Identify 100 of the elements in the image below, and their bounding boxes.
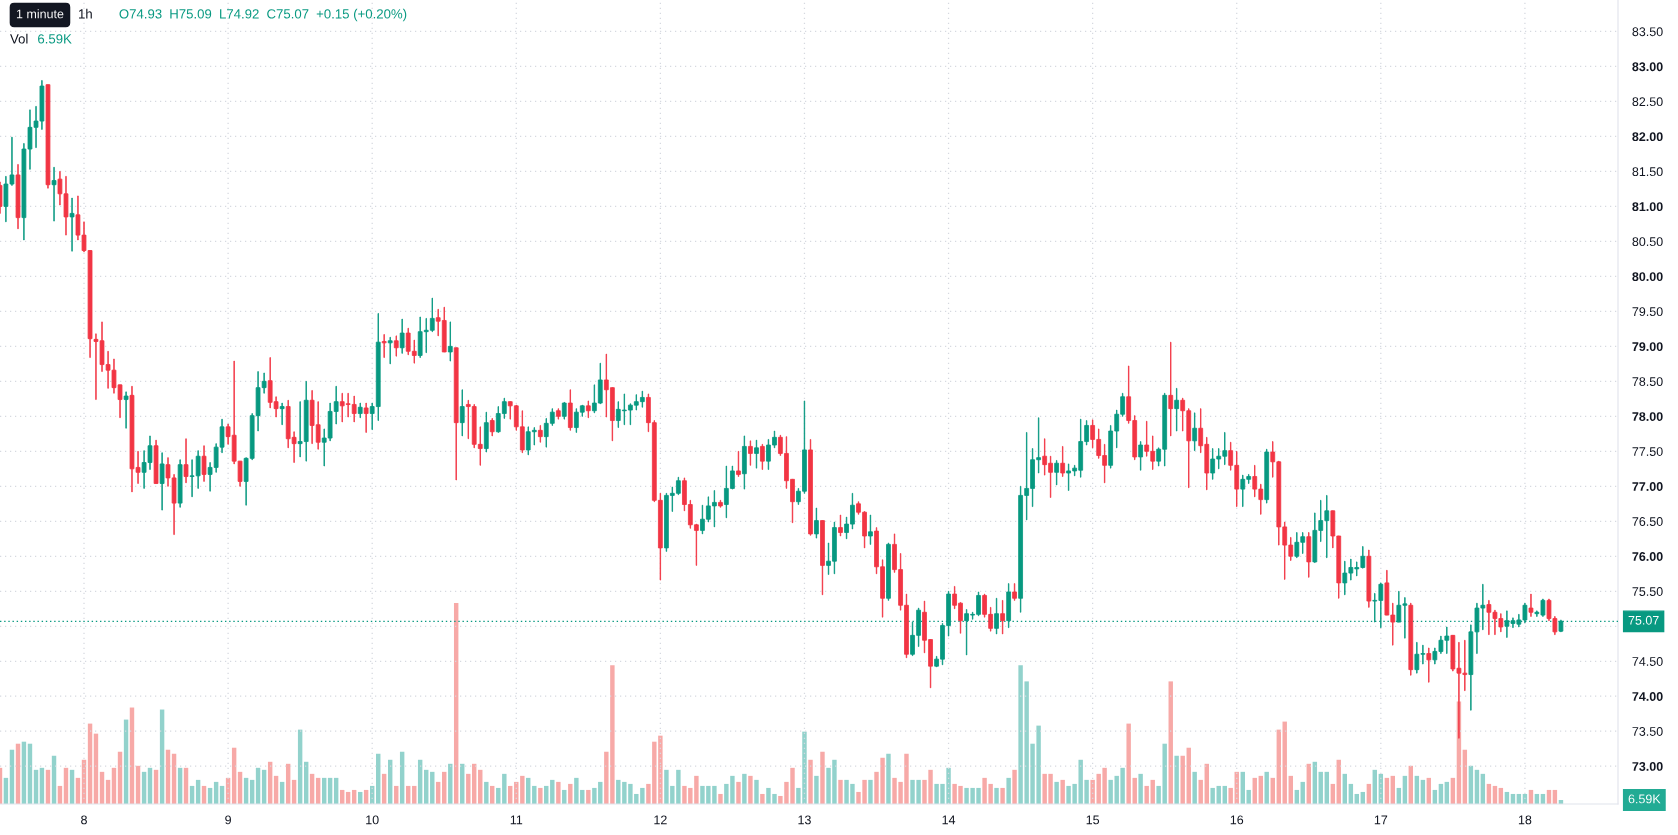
bar xyxy=(448,763,453,804)
x-tick-label: 8 xyxy=(81,815,87,825)
bar xyxy=(838,779,843,804)
candlestick xyxy=(1426,647,1432,683)
candlestick xyxy=(381,334,387,358)
candlestick xyxy=(1168,341,1174,437)
candlestick xyxy=(279,402,285,426)
y-tick-label: 79.50 xyxy=(1632,307,1663,317)
y-tick-label: 76.50 xyxy=(1632,517,1663,526)
bar xyxy=(568,783,573,804)
bar xyxy=(1192,771,1197,804)
y-tick-label: 73.00 xyxy=(1632,762,1663,771)
candlestick xyxy=(153,439,159,484)
chart-title: Vol xyxy=(10,33,28,44)
candlestick xyxy=(537,425,543,443)
bar xyxy=(538,787,543,804)
bar xyxy=(808,759,813,804)
bar xyxy=(1012,769,1017,804)
bar xyxy=(760,793,765,804)
candlestick xyxy=(1306,532,1312,578)
x-tick-label: 12 xyxy=(654,815,667,825)
bar xyxy=(868,779,873,804)
annotation: C75.07 xyxy=(267,9,309,19)
bar xyxy=(1180,755,1185,804)
candlestick xyxy=(399,318,405,354)
text: 1h xyxy=(79,8,92,19)
candlestick xyxy=(363,402,369,433)
bar xyxy=(484,781,489,804)
candlestick xyxy=(201,445,207,482)
bar xyxy=(1210,787,1215,804)
y-tick-label: 73.50 xyxy=(1632,727,1663,736)
candlestick xyxy=(1006,583,1012,629)
y-tick-label: 81.50 xyxy=(1632,167,1663,177)
bar xyxy=(1000,787,1005,804)
y-tick-label: 81.00 xyxy=(1632,202,1663,212)
bar xyxy=(754,779,759,804)
bar xyxy=(550,779,555,804)
y-tick-label: 75.50 xyxy=(1632,587,1663,596)
candlestick xyxy=(489,418,495,437)
bar xyxy=(556,781,561,804)
candlestick xyxy=(1192,412,1198,452)
bar xyxy=(820,751,825,804)
candlestick xyxy=(393,335,399,357)
candlestick xyxy=(561,401,567,420)
candlestick xyxy=(123,391,129,429)
bar xyxy=(1144,785,1149,804)
bar xyxy=(814,775,819,804)
bar xyxy=(1198,779,1203,804)
candlestick xyxy=(69,197,75,252)
y-tick-label: 79.00 xyxy=(1632,342,1663,352)
y-tick-label: 78.00 xyxy=(1632,412,1663,421)
candlestick xyxy=(51,166,57,222)
bar xyxy=(1174,755,1179,804)
ref-line-label: 75.07 xyxy=(1628,615,1659,625)
y-tick-label: 83.50 xyxy=(1632,27,1663,37)
bar xyxy=(1006,777,1011,804)
annotation: O74.93 xyxy=(119,9,162,19)
y-tick-label: 82.50 xyxy=(1632,97,1663,107)
candlestick xyxy=(483,411,489,453)
bar xyxy=(532,785,537,804)
annotation: 6.59K xyxy=(38,34,72,44)
candlestick xyxy=(567,389,573,431)
x-tick-label: 18 xyxy=(1518,815,1532,825)
candlestick xyxy=(183,438,189,484)
candlestick xyxy=(1138,441,1143,471)
y-tick-label: 83.00 xyxy=(1632,62,1663,72)
y-tick-label: 80.00 xyxy=(1632,272,1663,282)
bar xyxy=(1138,773,1143,804)
bar xyxy=(1264,771,1269,804)
candlestick xyxy=(15,164,21,230)
bar xyxy=(886,753,891,804)
bar xyxy=(742,773,747,804)
y-tick-label: 76.00 xyxy=(1632,552,1663,561)
x-tick-label: 9 xyxy=(225,815,231,825)
text: 6.59K xyxy=(1628,794,1661,804)
candlestick xyxy=(1174,387,1180,432)
y-tick-label: 74.00 xyxy=(1632,692,1663,701)
bar xyxy=(748,775,753,804)
bar xyxy=(1126,723,1131,804)
annotation: H75.09 xyxy=(170,9,212,19)
bar xyxy=(736,781,741,804)
candlestick xyxy=(585,400,591,419)
candlestick xyxy=(742,435,747,490)
candlestick xyxy=(453,347,459,481)
candlestick xyxy=(357,402,363,419)
candlestick xyxy=(718,499,723,508)
bar xyxy=(502,773,507,804)
candlestick xyxy=(555,408,561,420)
bar xyxy=(586,789,591,804)
y-tick-label: 77.50 xyxy=(1632,447,1663,456)
bar xyxy=(994,787,999,804)
candlestick xyxy=(459,389,465,437)
y-tick-label: 77.00 xyxy=(1632,482,1663,491)
x-tick-label: 15 xyxy=(1086,815,1100,825)
x-tick-label: 17 xyxy=(1374,815,1388,825)
bar xyxy=(520,775,525,804)
x-tick-label: 14 xyxy=(942,815,956,825)
candlestick xyxy=(45,84,51,189)
annotation: +0.15 (+0.20%) xyxy=(316,8,407,22)
candlestick xyxy=(1558,619,1564,633)
